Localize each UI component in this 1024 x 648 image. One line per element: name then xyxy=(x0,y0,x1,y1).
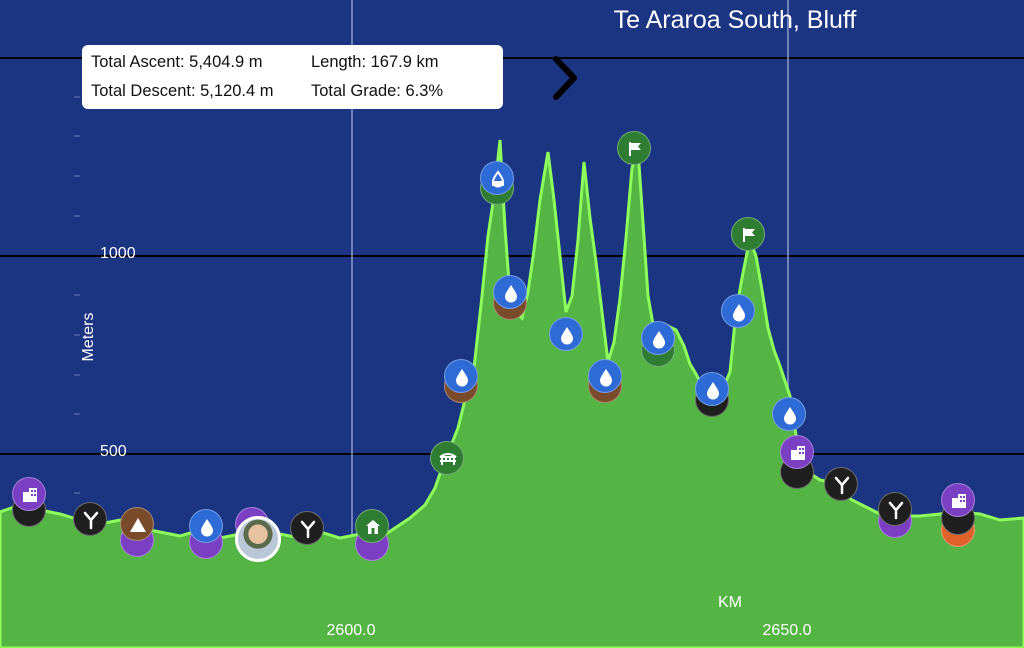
x-axis-label: KM xyxy=(718,594,742,611)
town-marker[interactable] xyxy=(941,483,975,517)
y-tick-500: 500 xyxy=(100,443,127,460)
town-icon xyxy=(952,494,966,508)
water-icon xyxy=(784,407,796,425)
y-axis-label: Meters xyxy=(80,312,97,362)
peak-flag-icon xyxy=(743,228,755,242)
total-descent: Total Descent: 5,120.4 m xyxy=(91,82,274,100)
water-marker[interactable] xyxy=(549,317,583,351)
junction-icon xyxy=(834,476,850,495)
water-marker[interactable] xyxy=(695,372,729,406)
water-icon xyxy=(707,382,719,400)
camp-marker[interactable] xyxy=(120,507,154,541)
water-tank-marker[interactable] xyxy=(480,161,514,195)
town-marker[interactable] xyxy=(780,435,814,469)
bridge-marker[interactable] xyxy=(430,441,464,475)
total-grade: Total Grade: 6.3% xyxy=(311,82,444,100)
hut-icon xyxy=(366,520,380,534)
camp-icon xyxy=(130,518,146,532)
water-marker[interactable] xyxy=(772,397,806,431)
peak-marker[interactable] xyxy=(731,217,765,251)
junction-marker[interactable] xyxy=(878,492,912,526)
water-marker[interactable] xyxy=(588,359,622,393)
town-marker[interactable] xyxy=(12,477,46,511)
water-icon xyxy=(505,285,517,303)
junction-icon xyxy=(888,501,904,520)
stats-card[interactable]: Total Ascent: 5,404.9 m Total Descent: 5… xyxy=(82,45,577,109)
trail-title: Te Araroa South, Bluff xyxy=(613,6,857,34)
chevron-right-icon[interactable] xyxy=(548,53,582,103)
x-tick-2600: 2600.0 xyxy=(326,622,376,639)
junction-icon xyxy=(83,511,99,530)
trail-length: Length: 167.9 km xyxy=(311,53,439,71)
junction-icon xyxy=(300,520,316,539)
junction-marker[interactable] xyxy=(73,502,107,536)
water-icon xyxy=(733,304,745,322)
town-icon xyxy=(791,446,805,460)
water-marker[interactable] xyxy=(444,359,478,393)
water-icon xyxy=(653,331,665,349)
water-icon xyxy=(561,327,573,345)
water-marker[interactable] xyxy=(493,275,527,309)
water-marker[interactable] xyxy=(641,321,675,355)
water-icon xyxy=(600,369,612,387)
water-tank-icon xyxy=(491,170,505,188)
town-icon xyxy=(23,488,37,502)
bridge-icon xyxy=(439,453,457,465)
hut-marker[interactable] xyxy=(355,509,389,543)
junction-marker[interactable] xyxy=(824,467,858,501)
x-tick-2650: 2650.0 xyxy=(762,622,812,639)
peak-marker[interactable] xyxy=(617,131,651,165)
water-icon xyxy=(201,519,213,537)
water-marker[interactable] xyxy=(721,294,755,328)
water-icon xyxy=(456,369,468,387)
total-ascent: Total Ascent: 5,404.9 m xyxy=(91,53,263,71)
junction-marker[interactable] xyxy=(290,511,324,545)
y-tick-1000: 1000 xyxy=(100,245,136,262)
water-marker[interactable] xyxy=(189,509,223,543)
elevation-area xyxy=(0,139,1024,648)
user-avatar[interactable] xyxy=(235,516,281,562)
peak-flag-icon xyxy=(629,142,641,156)
